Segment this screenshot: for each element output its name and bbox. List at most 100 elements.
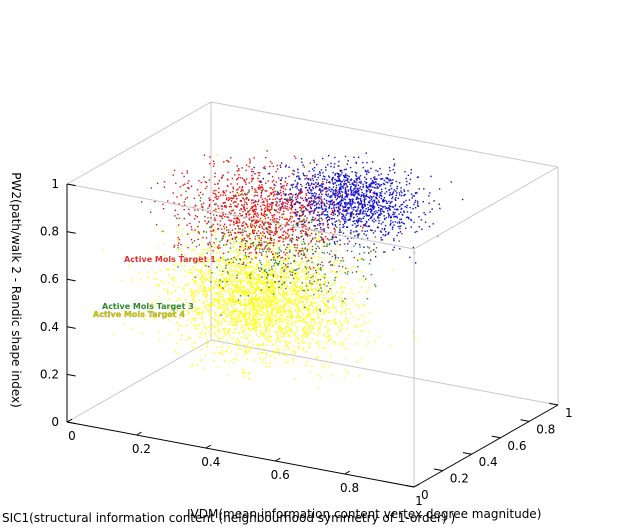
data-point [175, 264, 177, 266]
data-point [204, 215, 206, 218]
data-point [346, 282, 349, 284]
data-point [360, 220, 362, 223]
data-point [228, 284, 230, 286]
data-point [237, 176, 240, 179]
data-point [258, 313, 260, 315]
data-point [325, 205, 327, 208]
data-point [344, 348, 346, 350]
data-point [214, 294, 216, 296]
data-point [250, 224, 252, 227]
data-point [267, 173, 270, 175]
data-point [258, 184, 260, 187]
data-point [230, 351, 232, 353]
data-point [266, 315, 268, 317]
data-point [352, 220, 354, 223]
data-point [282, 234, 284, 236]
data-point [291, 206, 293, 209]
data-point [266, 310, 268, 313]
data-point [317, 268, 319, 270]
data-point [299, 196, 302, 199]
data-point [387, 210, 389, 212]
data-point [294, 302, 296, 305]
data-point [207, 342, 209, 344]
data-point [319, 287, 321, 290]
data-point [213, 352, 215, 354]
data-point [237, 225, 239, 227]
data-point [355, 175, 358, 177]
data-point [374, 183, 377, 186]
data-point [322, 238, 325, 240]
data-point [187, 182, 189, 184]
data-point [364, 316, 366, 319]
data-point [299, 290, 301, 292]
data-point [246, 273, 248, 275]
data-point [350, 237, 353, 239]
data-point [204, 323, 206, 325]
data-point [351, 182, 354, 184]
data-point [260, 329, 262, 331]
data-point [262, 167, 265, 169]
data-point [228, 346, 230, 348]
data-point [340, 305, 342, 307]
data-point [198, 307, 200, 309]
data-point [268, 335, 270, 337]
data-point [264, 207, 266, 210]
data-point [271, 325, 274, 328]
data-point [260, 344, 262, 346]
data-point [177, 248, 179, 251]
data-point [298, 297, 300, 299]
data-point [329, 196, 331, 198]
data-point [273, 218, 276, 220]
data-point [313, 201, 315, 203]
data-point [349, 214, 352, 216]
data-point [258, 274, 260, 276]
data-point [275, 226, 277, 229]
data-point [297, 305, 299, 307]
data-point [282, 275, 285, 277]
data-point [300, 158, 303, 160]
data-point [350, 191, 352, 193]
data-point [353, 188, 355, 190]
data-point [170, 315, 172, 318]
data-point [256, 326, 258, 328]
data-point [201, 241, 204, 243]
data-point [270, 280, 272, 282]
data-point [209, 276, 211, 279]
data-point [200, 203, 203, 206]
data-point [360, 225, 362, 227]
data-point [285, 341, 287, 343]
data-point [218, 299, 221, 301]
data-point [314, 187, 317, 189]
data-point [296, 304, 298, 306]
data-point [291, 239, 293, 242]
data-point [243, 217, 246, 219]
data-point [362, 206, 365, 208]
data-point [189, 272, 191, 274]
data-point [261, 222, 264, 224]
data-point [242, 313, 245, 316]
data-point [333, 163, 336, 165]
data-point [337, 202, 339, 204]
data-point [241, 326, 243, 328]
data-point [342, 303, 345, 305]
data-point [366, 187, 369, 189]
data-point [244, 248, 247, 250]
data-point [257, 285, 260, 288]
data-point [261, 271, 263, 274]
data-point [273, 187, 275, 189]
data-point [326, 320, 328, 322]
data-point [271, 162, 273, 165]
data-point [302, 342, 304, 344]
data-point [206, 248, 208, 250]
data-point [218, 300, 220, 302]
data-point [328, 181, 331, 183]
data-point [323, 198, 326, 200]
data-point [247, 323, 250, 325]
data-point [270, 264, 272, 266]
data-point [345, 209, 347, 211]
data-point [238, 174, 240, 176]
data-point [195, 308, 197, 310]
data-point [349, 291, 351, 294]
data-point [336, 179, 339, 182]
data-point [205, 223, 207, 225]
